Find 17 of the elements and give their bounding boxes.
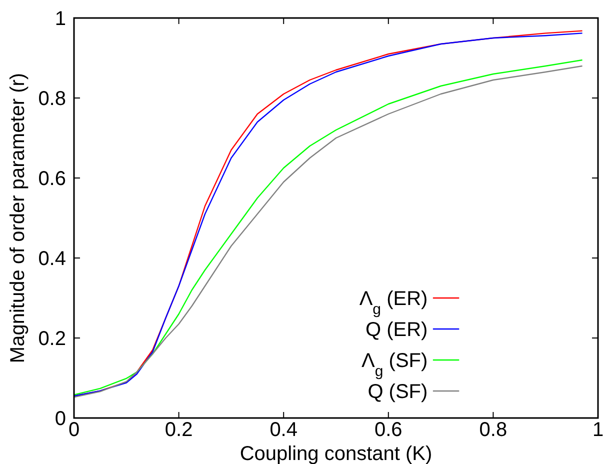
x-tick-label: 0 xyxy=(68,419,80,441)
y-axis-title: Magnitude of order parameter (r) xyxy=(7,72,29,364)
x-tick-label: 0.8 xyxy=(479,419,508,441)
x-tick-label: 0.2 xyxy=(164,419,193,441)
legend-label: Q (SF) xyxy=(368,381,428,403)
y-tick-label: 1 xyxy=(54,8,66,30)
y-tick-label: 0.6 xyxy=(38,168,66,190)
x-tick-label: 1 xyxy=(592,419,604,441)
x-axis-title: Coupling constant (K) xyxy=(240,443,432,464)
legend-label: Q (ER) xyxy=(365,319,428,341)
y-tick-label: 0.2 xyxy=(38,328,66,350)
x-tick-label: 0.6 xyxy=(374,419,402,441)
x-tick-label: 0.4 xyxy=(270,419,298,441)
legend-label: Λ$_{g}$ (ER) xyxy=(359,288,428,318)
y-tick-label: 0.4 xyxy=(38,248,66,270)
y-tick-label: 0.8 xyxy=(38,88,66,110)
legend-label: Λ$_{g}$ (SF) xyxy=(362,350,428,380)
